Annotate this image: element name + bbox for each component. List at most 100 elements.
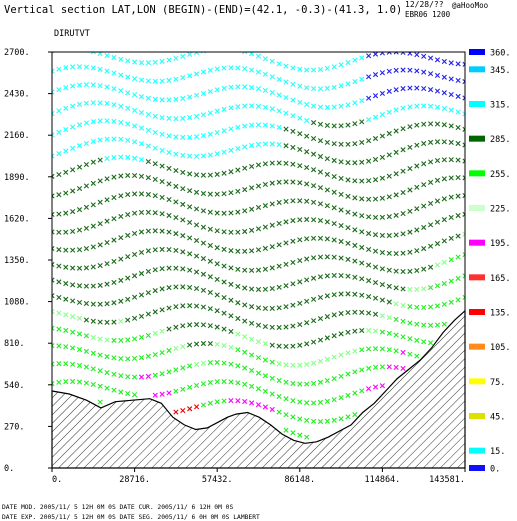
wind-mark	[345, 256, 351, 262]
wind-mark	[290, 161, 296, 167]
wind-mark	[359, 276, 365, 282]
wind-mark	[324, 187, 330, 193]
wind-mark	[421, 266, 427, 272]
wind-mark	[400, 286, 406, 292]
wind-mark	[193, 153, 200, 159]
wind-mark	[104, 301, 110, 307]
wind-mark	[207, 209, 213, 215]
wind-mark	[366, 74, 372, 80]
wind-mark	[262, 388, 268, 394]
wind-mark	[138, 173, 145, 179]
wind-mark	[228, 105, 234, 111]
wind-mark	[386, 232, 392, 239]
wind-mark	[427, 340, 434, 346]
wind-mark	[414, 206, 420, 212]
wind-mark	[427, 322, 434, 328]
wind-mark	[366, 138, 372, 144]
legend-item: 15.	[469, 447, 505, 457]
wind-mark	[393, 301, 399, 307]
chart-title: Vertical section LAT,LON (BEGIN)-(END)=(…	[4, 4, 402, 16]
wind-mark	[366, 95, 372, 101]
wind-mark	[63, 344, 69, 350]
wind-mark	[359, 159, 365, 165]
wind-mark	[125, 374, 131, 380]
wind-mark	[138, 270, 145, 277]
wind-mark	[255, 267, 262, 273]
wind-mark	[269, 406, 275, 413]
header-time-code: EBR06 1200	[405, 10, 451, 19]
wind-mark	[132, 155, 138, 161]
wind-mark	[125, 317, 131, 323]
wind-mark	[297, 300, 303, 306]
wind-mark	[221, 310, 227, 316]
wind-mark	[283, 63, 289, 69]
wind-mark	[104, 136, 110, 142]
wind-mark	[407, 249, 413, 255]
wind-mark	[372, 311, 379, 317]
wind-mark	[276, 124, 282, 130]
wind-mark	[379, 175, 385, 181]
wind-mark	[90, 52, 96, 55]
wind-mark	[76, 362, 83, 369]
wind-mark	[317, 104, 324, 110]
wind-mark	[76, 315, 83, 321]
wind-mark	[173, 96, 179, 102]
wind-mark	[421, 304, 427, 311]
wind-mark	[290, 323, 296, 329]
wind-mark	[455, 93, 461, 99]
wind-mark	[441, 217, 447, 223]
wind-mark	[187, 235, 193, 241]
wind-mark	[352, 178, 358, 184]
wind-mark	[152, 330, 158, 336]
wind-mark	[125, 356, 131, 362]
wind-mark	[400, 210, 406, 217]
wind-mark	[221, 378, 227, 385]
wind-mark	[83, 364, 90, 370]
color-legend: 0. 15. 45. 75. 105. 135. 165. 195. 225. 255. 285. 3…	[469, 49, 510, 475]
wind-mark	[304, 236, 310, 242]
wind-mark	[276, 199, 282, 206]
wind-mark	[249, 103, 255, 109]
wind-mark	[166, 133, 172, 139]
wind-mark	[97, 368, 103, 374]
wind-mark	[56, 294, 62, 301]
wind-mark	[83, 64, 90, 70]
y-axis: 0. 270. 540. 810. 1080. 1350. 1620. 1890. 2160. 2…	[4, 48, 52, 474]
wind-mark	[393, 171, 399, 177]
wind-mark	[255, 402, 262, 408]
wind-mark	[269, 375, 275, 381]
wind-mark	[242, 267, 248, 273]
wind-mark	[427, 284, 434, 291]
wind-mark	[83, 300, 90, 307]
wind-mark	[434, 57, 441, 63]
wind-mark	[235, 266, 241, 272]
wind-mark	[70, 188, 76, 194]
wind-mark	[386, 299, 392, 305]
wind-mark	[118, 119, 124, 126]
wind-mark	[63, 361, 69, 367]
wind-mark	[421, 161, 427, 167]
wind-mark	[283, 396, 289, 402]
wind-mark	[304, 181, 310, 187]
wind-mark	[386, 109, 392, 115]
wind-mark	[104, 261, 110, 267]
wind-mark	[421, 103, 427, 109]
wind-mark	[56, 361, 62, 367]
wind-mark	[228, 190, 234, 196]
wind-mark	[352, 242, 358, 248]
wind-mark	[228, 297, 234, 303]
wind-mark	[125, 211, 131, 218]
wind-mark	[152, 96, 158, 102]
wind-mark	[366, 278, 372, 284]
wind-mark	[97, 352, 103, 358]
wind-mark	[262, 104, 268, 110]
wind-mark	[462, 111, 465, 117]
wind-mark	[255, 183, 262, 189]
wind-mark	[297, 237, 303, 243]
wind-mark	[187, 115, 193, 121]
wind-mark	[407, 208, 413, 214]
wind-mark	[249, 84, 255, 91]
wind-mark	[297, 131, 303, 137]
wind-mark	[180, 323, 186, 329]
wind-mark	[290, 380, 296, 387]
